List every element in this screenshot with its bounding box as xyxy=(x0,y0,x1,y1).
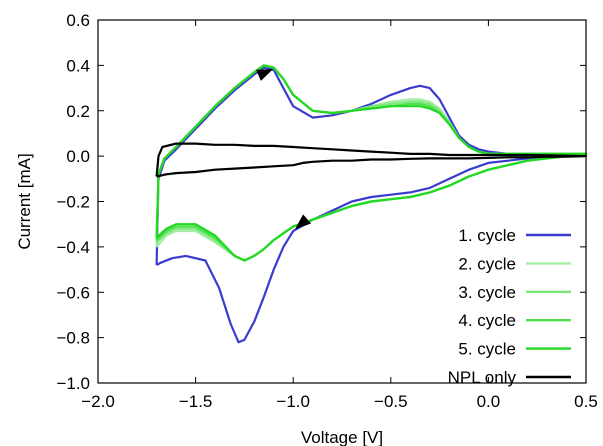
series-layer xyxy=(155,64,588,344)
legend: 1. cycle 2. cycle 3. cycle 4. cycle 5. cycle… xyxy=(448,226,571,387)
y-tick-label: −1.0 xyxy=(56,374,90,393)
y-tick-label: 0.2 xyxy=(66,102,90,121)
annotation-arrows xyxy=(256,69,311,230)
legend-label: 1. cycle xyxy=(458,226,516,245)
y-axis-label: Current [mA] xyxy=(15,153,34,249)
x-axis-ticks: −2.0 −1.5 −1.0 −0.5 0.0 0.5 xyxy=(81,20,598,411)
x-tick-label: 0.5 xyxy=(574,392,598,411)
series-line-5 xyxy=(155,64,588,262)
y-tick-label: 0.6 xyxy=(66,11,90,30)
legend-label: 4. cycle xyxy=(458,311,516,330)
y-axis-ticks: −1.0 −0.8 −0.6 −0.4 −0.2 0.0 0.2 0.4 0.6 xyxy=(56,11,586,393)
x-axis-label: Voltage [V] xyxy=(301,428,383,446)
plot-frame xyxy=(97,19,587,384)
y-tick-label: −0.4 xyxy=(56,238,90,257)
y-tick-label: −0.2 xyxy=(56,193,90,212)
legend-label: NPL only xyxy=(448,368,517,387)
y-tick-label: 0.0 xyxy=(66,147,90,166)
y-tick-label: −0.8 xyxy=(56,329,90,348)
y-tick-label: 0.4 xyxy=(66,56,90,75)
x-tick-label: −1.0 xyxy=(276,392,310,411)
direction-arrow-2 xyxy=(295,214,311,230)
direction-arrow-1 xyxy=(256,69,274,81)
legend-label: 5. cycle xyxy=(458,340,516,359)
legend-label: 3. cycle xyxy=(458,283,516,302)
legend-label: 2. cycle xyxy=(458,254,516,273)
x-tick-label: 0.0 xyxy=(477,392,501,411)
x-tick-label: −1.5 xyxy=(179,392,213,411)
x-tick-label: −2.0 xyxy=(81,392,115,411)
x-tick-label: −0.5 xyxy=(374,392,408,411)
y-tick-label: −0.6 xyxy=(56,283,90,302)
